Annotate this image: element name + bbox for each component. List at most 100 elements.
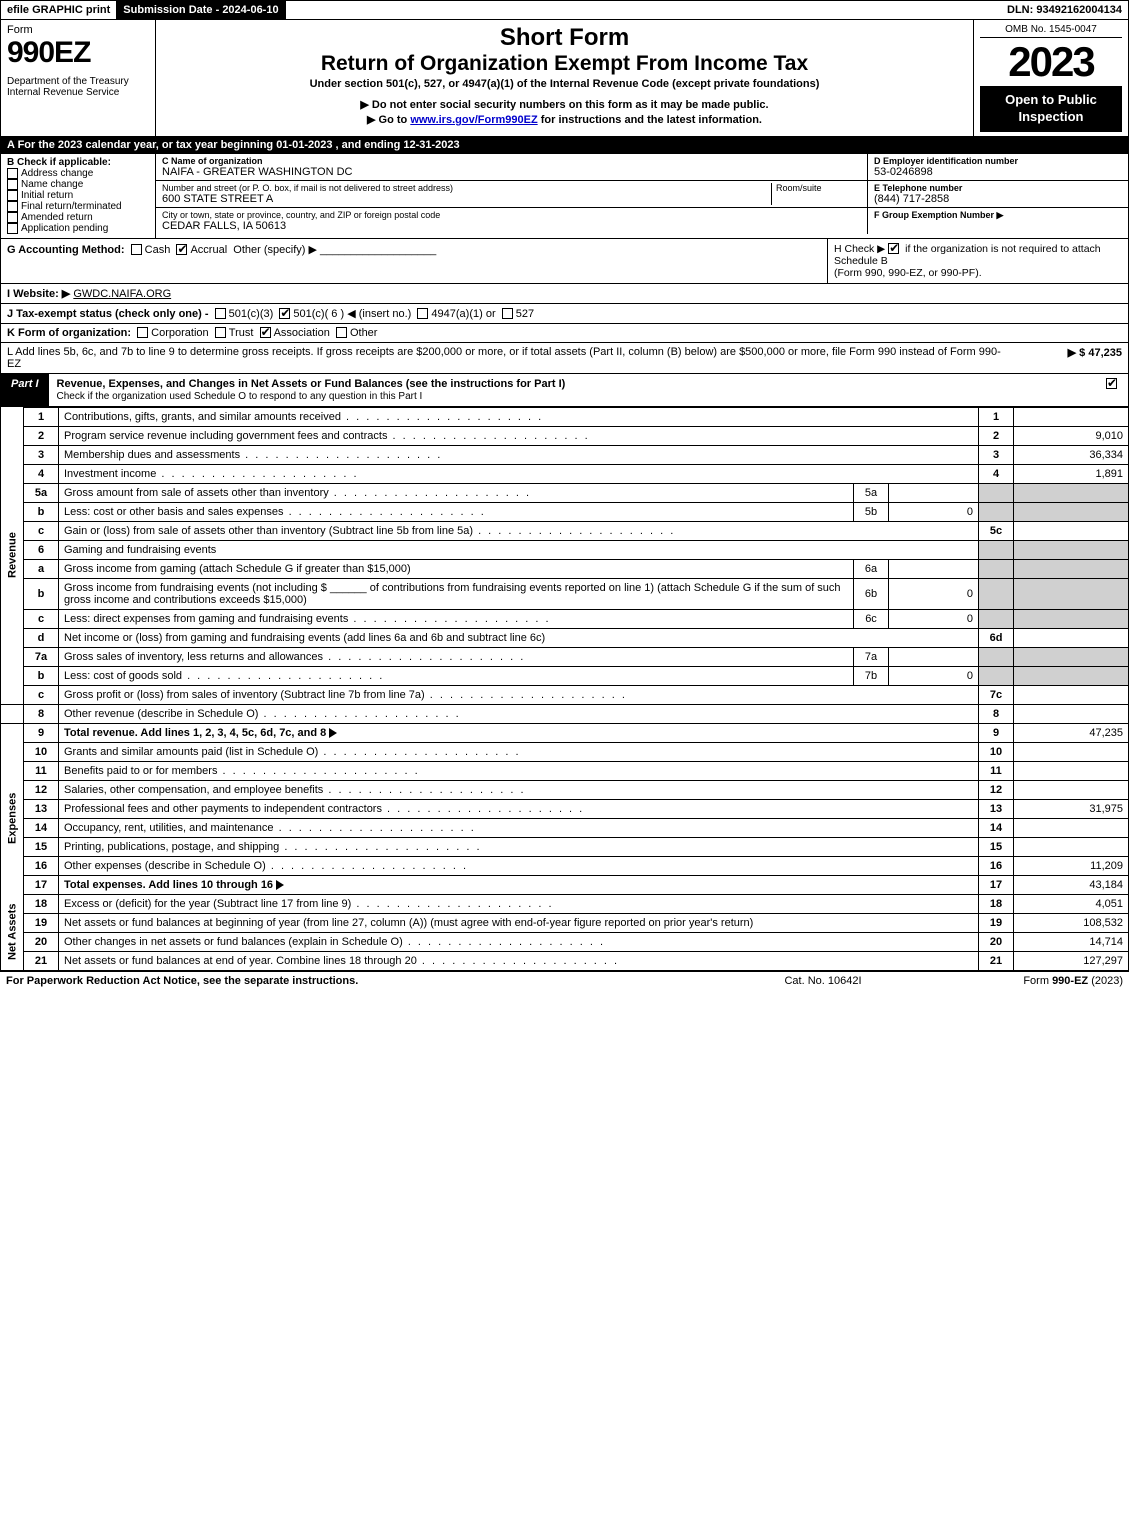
- goto-note: ▶ Go to www.irs.gov/Form990EZ for instru…: [162, 113, 967, 126]
- checkbox-icon[interactable]: [7, 190, 18, 201]
- l6d-text: Net income or (loss) from gaming and fun…: [59, 628, 979, 647]
- l12-text: Salaries, other compensation, and employ…: [59, 780, 979, 799]
- revenue-section-label: Revenue: [1, 407, 24, 704]
- table-row: 7aGross sales of inventory, less returns…: [1, 647, 1129, 666]
- table-row: 13Professional fees and other payments t…: [1, 799, 1129, 818]
- goto-post: for instructions and the latest informat…: [538, 114, 762, 126]
- checkbox-icon[interactable]: [7, 168, 18, 179]
- g-other: Other (specify) ▶: [233, 244, 317, 256]
- box-f: F Group Exemption Number ▶: [868, 208, 1128, 234]
- table-row: 17Total expenses. Add lines 10 through 1…: [1, 875, 1129, 894]
- header-right: OMB No. 1545-0047 2023 Open to Public In…: [973, 20, 1128, 136]
- b-final: Final return/terminated: [7, 201, 149, 212]
- table-row: Net Assets 18Excess or (deficit) for the…: [1, 894, 1129, 913]
- table-row: 4Investment income41,891: [1, 464, 1129, 483]
- netassets-section-label: Net Assets: [1, 894, 24, 970]
- b-amended: Amended return: [7, 212, 149, 223]
- omb-number: OMB No. 1545-0047: [980, 24, 1122, 38]
- part1-sub: Check if the organization used Schedule …: [57, 391, 423, 402]
- addr-label: Number and street (or P. O. box, if mail…: [162, 183, 771, 193]
- table-row: 12Salaries, other compensation, and empl…: [1, 780, 1129, 799]
- efile-print[interactable]: efile GRAPHIC print: [1, 1, 117, 19]
- l-val: ▶ $ 47,235: [1002, 346, 1122, 370]
- l-text: L Add lines 5b, 6c, and 7b to line 9 to …: [7, 346, 1002, 370]
- website[interactable]: GWDC.NAIFA.ORG: [73, 288, 171, 300]
- box-cde: C Name of organization NAIFA - GREATER W…: [156, 154, 1128, 238]
- h-pre: H Check ▶: [834, 243, 885, 255]
- f-label: F Group Exemption Number ▶: [874, 210, 1122, 221]
- l7b-text: Less: cost of goods sold: [59, 666, 854, 685]
- b-name-change: Name change: [7, 179, 149, 190]
- checkbox-icon[interactable]: [7, 212, 18, 223]
- checkbox-checked-icon[interactable]: [176, 244, 187, 255]
- l6b-text: Gross income from fundraising events (no…: [59, 578, 854, 609]
- form-header: Form 990EZ Department of the Treasury In…: [0, 20, 1129, 137]
- row-k: K Form of organization: Corporation Trus…: [0, 324, 1129, 343]
- city-label: City or town, state or province, country…: [162, 210, 861, 220]
- checkbox-icon[interactable]: [502, 308, 513, 319]
- ssn-note: ▶ Do not enter social security numbers o…: [162, 98, 967, 111]
- header-left: Form 990EZ Department of the Treasury In…: [1, 20, 156, 136]
- box-e: E Telephone number (844) 717-2858: [868, 181, 1128, 207]
- checkbox-icon[interactable]: [215, 308, 226, 319]
- l20-text: Other changes in net assets or fund bala…: [59, 932, 979, 951]
- g-label: G Accounting Method:: [7, 244, 125, 256]
- b-addr-change: Address change: [7, 168, 149, 179]
- l5a-text: Gross amount from sale of assets other t…: [59, 483, 854, 502]
- checkbox-icon[interactable]: [417, 308, 428, 319]
- k-assoc: Association: [274, 327, 330, 339]
- b-initial: Initial return: [7, 190, 149, 201]
- b-pending: Application pending: [7, 223, 149, 234]
- l11-text: Benefits paid to or for members: [59, 761, 979, 780]
- phone: (844) 717-2858: [874, 193, 1122, 205]
- table-row: 11Benefits paid to or for members11: [1, 761, 1129, 780]
- org-name: NAIFA - GREATER WASHINGTON DC: [162, 166, 861, 178]
- checkbox-checked-icon[interactable]: [260, 327, 271, 338]
- box-c-name: C Name of organization NAIFA - GREATER W…: [156, 154, 868, 180]
- l5b-text: Less: cost or other basis and sales expe…: [59, 502, 854, 521]
- j-o3: 4947(a)(1) or: [431, 308, 495, 320]
- irs-link[interactable]: www.irs.gov/Form990EZ: [410, 114, 537, 126]
- l18-text: Excess or (deficit) for the year (Subtra…: [59, 894, 979, 913]
- part1-checkbox: [1098, 374, 1128, 406]
- l6c-text: Less: direct expenses from gaming and fu…: [59, 609, 854, 628]
- checkbox-icon[interactable]: [131, 244, 142, 255]
- row-gh: G Accounting Method: Cash Accrual Other …: [0, 239, 1129, 284]
- dln: DLN: 93492162004134: [1001, 1, 1128, 19]
- checkbox-icon[interactable]: [7, 179, 18, 190]
- j-o2: 501(c)( 6 ) ◀ (insert no.): [293, 308, 411, 320]
- part1-table: Revenue 1Contributions, gifts, grants, a…: [0, 407, 1129, 971]
- table-row: 20Other changes in net assets or fund ba…: [1, 932, 1129, 951]
- row-a-period: A For the 2023 calendar year, or tax yea…: [0, 137, 1129, 154]
- form-number: 990EZ: [7, 36, 149, 70]
- checkbox-icon[interactable]: [7, 223, 18, 234]
- return-title: Return of Organization Exempt From Incom…: [162, 52, 967, 76]
- goto-pre: ▶ Go to: [367, 114, 410, 126]
- table-row: 9Total revenue. Add lines 1, 2, 3, 4, 5c…: [1, 723, 1129, 742]
- ein: 53-0246898: [874, 166, 1122, 178]
- g-cash: Cash: [145, 244, 171, 256]
- row-i: I Website: ▶ GWDC.NAIFA.ORG: [0, 284, 1129, 304]
- page-footer: For Paperwork Reduction Act Notice, see …: [0, 971, 1129, 990]
- checkbox-icon[interactable]: [336, 327, 347, 338]
- box-c-addr: Number and street (or P. O. box, if mail…: [156, 181, 868, 207]
- footer-center: Cat. No. 10642I: [723, 975, 923, 987]
- checkbox-checked-icon[interactable]: [1106, 378, 1117, 389]
- table-row: 6Gaming and fundraising events: [1, 540, 1129, 559]
- part1-header: Part I Revenue, Expenses, and Changes in…: [0, 374, 1129, 407]
- table-row: cGain or (loss) from sale of assets othe…: [1, 521, 1129, 540]
- checkbox-checked-icon[interactable]: [279, 308, 290, 319]
- checkbox-checked-icon[interactable]: [888, 243, 899, 254]
- checkbox-icon[interactable]: [7, 201, 18, 212]
- table-row: 5aGross amount from sale of assets other…: [1, 483, 1129, 502]
- e-label: E Telephone number: [874, 183, 1122, 193]
- table-row: 8Other revenue (describe in Schedule O)8: [1, 704, 1129, 723]
- checkbox-icon[interactable]: [137, 327, 148, 338]
- checkbox-icon[interactable]: [215, 327, 226, 338]
- box-b-label: B Check if applicable:: [7, 157, 149, 168]
- table-row: 14Occupancy, rent, utilities, and mainte…: [1, 818, 1129, 837]
- d-label: D Employer identification number: [874, 156, 1122, 166]
- k-corp: Corporation: [151, 327, 208, 339]
- table-row: 19Net assets or fund balances at beginni…: [1, 913, 1129, 932]
- row-h: H Check ▶ if the organization is not req…: [828, 239, 1128, 283]
